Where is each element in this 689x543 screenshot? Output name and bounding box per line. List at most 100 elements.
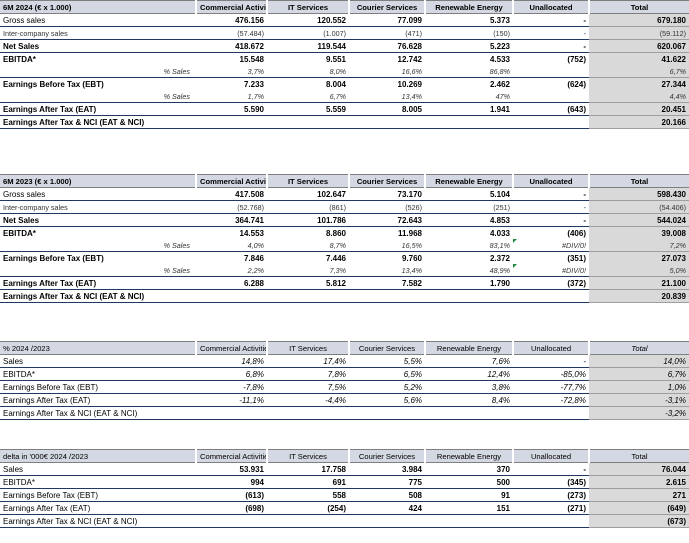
- cell: (698): [196, 501, 267, 515]
- row-label: Net Sales: [0, 213, 196, 227]
- cell: (271): [513, 501, 589, 515]
- cell: [267, 514, 349, 528]
- row-label: Net Sales: [0, 39, 196, 53]
- cell-total: 21.100: [589, 276, 689, 290]
- cell: 120.552: [267, 13, 349, 27]
- table-row: Sales 14,8% 17,4% 5,5% 7,6% - 14,0%: [0, 354, 689, 368]
- cell-total: 4,4%: [589, 90, 689, 103]
- cell: -: [513, 462, 589, 476]
- cell: (251): [425, 200, 513, 214]
- cell: [267, 289, 349, 303]
- row-label: % Sales: [0, 65, 196, 78]
- cell: 12,4%: [425, 367, 513, 381]
- table-row: Earnings Before Tax (EBT) 7.846 7.446 9.…: [0, 251, 689, 264]
- cell: 12.742: [397, 54, 422, 64]
- cell: -: [513, 26, 589, 40]
- row-label: EBITDA*: [3, 228, 36, 238]
- row-label: Sales: [0, 354, 196, 368]
- cell: 151: [425, 501, 513, 515]
- header-courier: Courier Services: [348, 449, 425, 463]
- table-row: Net Sales 418.672 119.544 76.628 5.223 -…: [0, 39, 689, 53]
- table-title: delta in '000€ 2024 /2023: [0, 449, 196, 463]
- row-label: Earnings After Tax (EAT): [0, 276, 196, 290]
- cell: [425, 406, 513, 420]
- cell: [513, 90, 589, 103]
- cell: [513, 65, 589, 78]
- row-label: % Sales: [0, 264, 196, 277]
- cell: [425, 115, 513, 129]
- cell: -85,0%: [513, 367, 589, 381]
- cell: 48,9%: [425, 264, 513, 277]
- table-delta: delta in '000€ 2024 /2023 Commercial Act…: [0, 449, 689, 528]
- cell: 5.590: [196, 102, 267, 116]
- cell: 13,4%: [349, 264, 425, 277]
- cell: (345): [513, 475, 589, 489]
- header-it: IT Services: [266, 0, 349, 14]
- table-6m-2024: 6M 2024 (€ x 1.000) Commercial Activitie…: [0, 0, 689, 129]
- header-courier: Courier Services: [348, 174, 425, 188]
- cell: 417.508: [196, 187, 267, 201]
- cell-total: 20.166: [589, 115, 689, 129]
- table-row: Earnings Before Tax (EBT) (613) 558 508 …: [0, 488, 689, 502]
- cell: 7,6%: [425, 354, 513, 368]
- table-row: Gross sales 417.508 102.647 73.170 5.104…: [0, 187, 689, 201]
- cell-total: 620.067: [589, 39, 689, 53]
- cell: -: [513, 354, 589, 368]
- cell: 7.233: [243, 79, 264, 89]
- cell: (526): [349, 200, 425, 214]
- cell: 5,6%: [349, 393, 425, 407]
- cell: 86,8%: [425, 65, 513, 78]
- cell: 53.931: [196, 462, 267, 476]
- row-label: Inter-company sales: [0, 26, 196, 40]
- table-row: % Sales 3,7% 8,0% 16,6% 86,8% 6,7%: [0, 65, 689, 78]
- header-commercial: Commercial Activities: [195, 174, 267, 188]
- cell: 5.373: [425, 13, 513, 27]
- cell: 4.853: [425, 213, 513, 227]
- cell-total: 27.344: [589, 77, 689, 90]
- cell: 6,8%: [196, 367, 267, 381]
- cell: 508: [349, 488, 425, 502]
- cell: [425, 514, 513, 528]
- cell: 14,8%: [196, 354, 267, 368]
- cell-total: (649): [589, 501, 689, 515]
- cell: 73.170: [349, 187, 425, 201]
- cell: 101.786: [267, 213, 349, 227]
- cell-total: 271: [589, 488, 689, 502]
- cell-total: -3,2%: [589, 406, 689, 420]
- cell-total: 679.180: [589, 13, 689, 27]
- cell: [196, 406, 267, 420]
- row-label: Gross sales: [0, 187, 196, 201]
- table-pct-change: % 2024 /2023 Commercial Activities IT Se…: [0, 341, 689, 420]
- cell: 17,4%: [267, 354, 349, 368]
- table-row: EBITDA* 15.548 9.551 12.742 4.533 (752) …: [0, 52, 689, 65]
- cell-error: #DIV/0!: [513, 239, 589, 252]
- cell: -72,8%: [513, 393, 589, 407]
- table-row: % Sales 4,0% 8,7% 16,5% 83,1% #DIV/0! 7,…: [0, 239, 689, 252]
- row-label: EBITDA*: [0, 475, 196, 489]
- table-row: Sales 53.931 17.758 3.984 370 - 76.044: [0, 462, 689, 476]
- cell: 6,7%: [267, 90, 349, 103]
- table-row: Earnings After Tax & NCI (EAT & NCI) 20.…: [0, 115, 689, 129]
- row-label: % Sales: [0, 239, 196, 252]
- header-total: Total: [588, 0, 689, 14]
- cell: 558: [267, 488, 349, 502]
- table-row: EBITDA* 6,8% 7,8% 6,5% 12,4% -85,0% 6,7%: [0, 367, 689, 381]
- table-row: Inter-company sales (52.768) (861) (526)…: [0, 200, 689, 214]
- cell-total: (59.112): [589, 26, 689, 40]
- cell: 994: [196, 475, 267, 489]
- table-row: Inter-company sales (57.484) (1.007) (47…: [0, 26, 689, 40]
- cell: 9.760: [401, 253, 422, 263]
- header-total: Total: [588, 449, 689, 463]
- cell: 5.559: [267, 102, 349, 116]
- cell: 8.860: [325, 228, 346, 238]
- cell: (1.007): [267, 26, 349, 40]
- cell: 91: [425, 488, 513, 502]
- cell: 13,4%: [349, 90, 425, 103]
- cell: [513, 406, 589, 420]
- row-label: Earnings After Tax & NCI (EAT & NCI): [0, 406, 196, 420]
- cell-total: 544.024: [589, 213, 689, 227]
- row-label: Earnings After Tax & NCI (EAT & NCI): [0, 115, 196, 129]
- table-row: Gross sales 476.156 120.552 77.099 5.373…: [0, 13, 689, 27]
- row-label: Gross sales: [0, 13, 196, 27]
